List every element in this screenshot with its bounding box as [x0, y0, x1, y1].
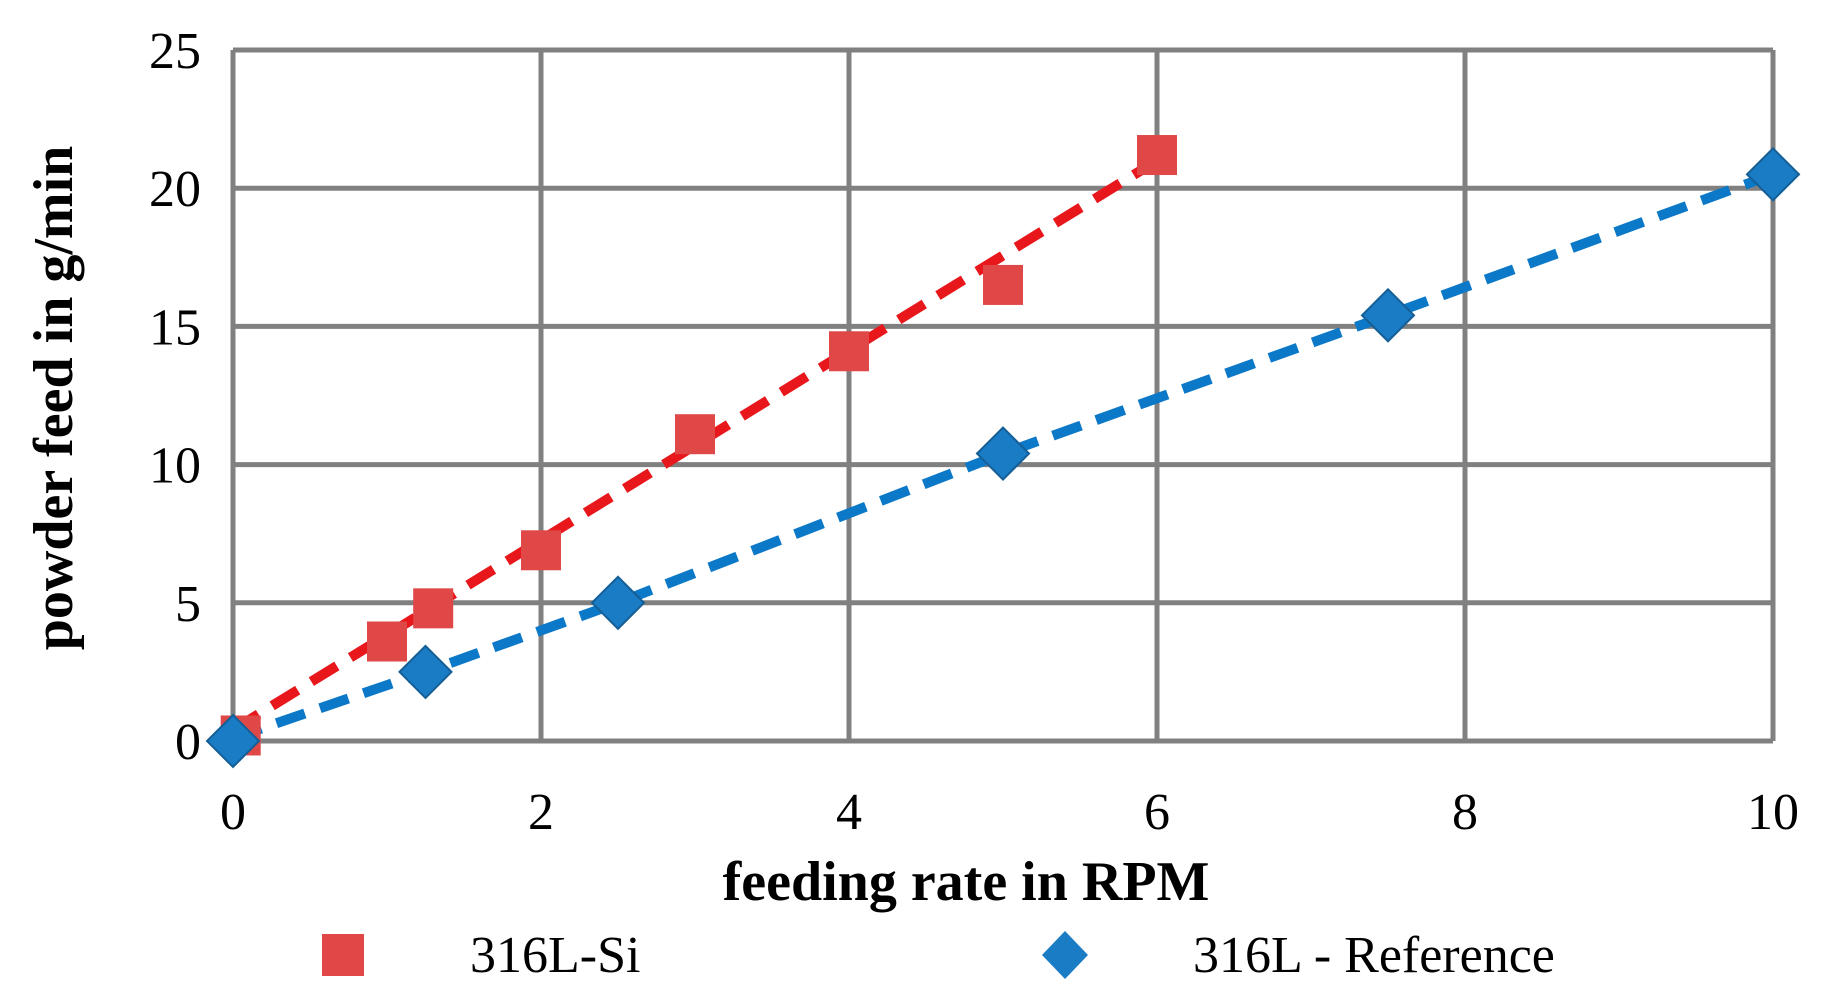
legend-swatch-316l-reference — [1042, 931, 1088, 979]
point-316l-reference — [590, 575, 646, 631]
data-markers — [205, 135, 1801, 769]
point-316l-si — [829, 331, 869, 372]
legend-label-316l-reference: 316L - Reference — [1193, 927, 1555, 984]
point-316l-si — [413, 588, 454, 629]
y-tick-label: 20 — [149, 161, 201, 218]
x-tick-label: 8 — [1452, 784, 1478, 841]
point-316l-reference — [975, 426, 1031, 481]
x-tick-label: 4 — [836, 784, 862, 841]
legend-label-316l-si: 316L-Si — [470, 927, 640, 984]
x-tick-label: 6 — [1144, 784, 1170, 841]
y-tick-label: 10 — [149, 438, 201, 495]
y-tick-label: 15 — [149, 299, 201, 356]
point-316l-reference — [398, 644, 453, 700]
point-316l-si — [675, 414, 715, 455]
point-316l-reference — [1360, 287, 1416, 343]
y-tick-label: 5 — [175, 576, 201, 633]
point-316l-reference — [205, 713, 261, 769]
point-316l-si — [1137, 135, 1177, 176]
legend-swatch-316l-si — [322, 934, 364, 976]
legend: 316L-Si 316L - Reference — [322, 927, 1555, 984]
y-axis-title: powder feed in g/min — [23, 146, 85, 651]
x-tick-label: 0 — [220, 784, 246, 841]
y-tick-label: 0 — [175, 714, 201, 771]
x-tick-label: 10 — [1747, 784, 1799, 841]
point-316l-si — [367, 621, 407, 662]
x-tick-label: 2 — [528, 784, 554, 841]
x-axis-title: feeding rate in RPM — [723, 851, 1210, 913]
point-316l-si — [521, 530, 561, 571]
y-axis-ticks: 0 5 10 15 20 25 — [149, 23, 201, 771]
y-tick-label: 25 — [149, 23, 201, 80]
x-axis-ticks: 0 2 4 6 8 10 — [220, 784, 1799, 841]
trendline-316l-reference — [231, 169, 1775, 743]
point-316l-si — [983, 264, 1023, 305]
grid — [230, 47, 1776, 744]
point-316l-reference — [1745, 146, 1801, 202]
trendlines — [230, 156, 1775, 743]
